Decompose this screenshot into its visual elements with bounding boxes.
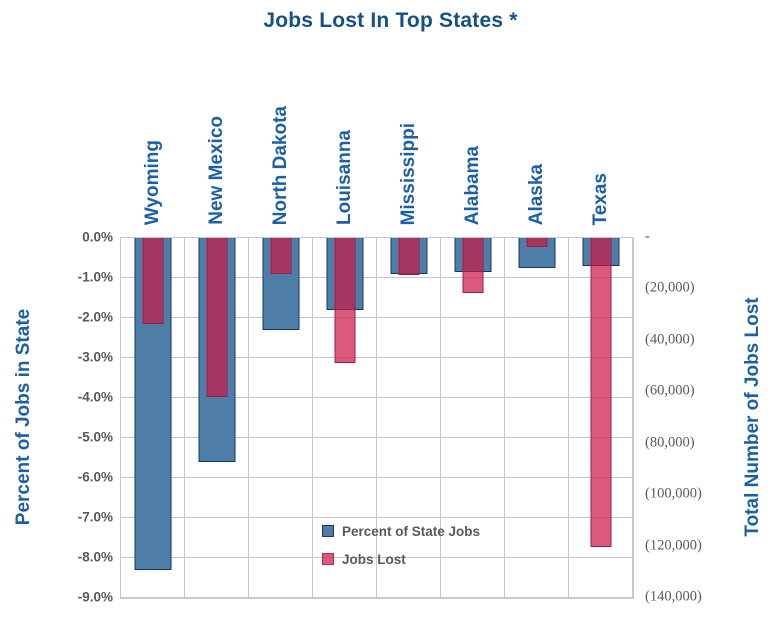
- left-tick-label: -6.0%: [77, 469, 113, 485]
- bar-group-mississippi: [377, 238, 441, 598]
- bar-group-wyoming: [121, 238, 185, 598]
- legend: Percent of State Jobs Jobs Lost: [322, 517, 480, 573]
- category-label-text: Louisanna: [333, 129, 355, 225]
- legend-item-jobs: Jobs Lost: [322, 545, 480, 573]
- left-tick-label: -8.0%: [77, 549, 113, 565]
- bar-group-louisanna: [313, 238, 377, 598]
- category-label-text: Texas: [589, 172, 611, 225]
- bar-jobs-lost: [398, 238, 420, 275]
- bar-group-new-mexico: [185, 238, 249, 598]
- left-tick-label: -9.0%: [77, 589, 113, 605]
- bar-group-north-dakota: [249, 238, 313, 598]
- right-axis-title: Total Number of Jobs Lost: [742, 297, 763, 537]
- left-tick-label: -4.0%: [77, 389, 113, 405]
- category-label-text: Mississippi: [397, 122, 419, 225]
- bar-jobs-lost: [334, 238, 356, 363]
- category-label-north-dakota: North Dakota: [248, 106, 312, 225]
- bar-jobs-lost: [206, 238, 228, 397]
- category-label-wyoming: Wyoming: [120, 140, 184, 225]
- category-label-alaska: Alaska: [504, 164, 568, 225]
- right-tick-label: (100,000): [645, 485, 702, 502]
- right-tick-label: (20,000): [645, 279, 695, 296]
- category-label-text: Alaska: [525, 163, 547, 225]
- category-label-text: North Dakota: [269, 105, 291, 225]
- category-label-new-mexico: New Mexico: [184, 116, 248, 225]
- left-tick-label: -2.0%: [77, 309, 113, 325]
- right-tick-label: (60,000): [645, 382, 695, 399]
- plot-area: [120, 237, 634, 599]
- left-axis-title: Percent of Jobs in State: [13, 308, 34, 526]
- bar-jobs-lost: [590, 238, 612, 547]
- bar-jobs-lost: [526, 238, 548, 247]
- category-label-mississippi: Mississippi: [376, 123, 440, 225]
- legend-label-percent: Percent of State Jobs: [342, 523, 481, 539]
- bar-jobs-lost: [142, 238, 164, 324]
- category-label-alabama: Alabama: [440, 146, 504, 225]
- legend-swatch-jobs-icon: [322, 553, 334, 565]
- left-tick-label: -7.0%: [77, 509, 113, 525]
- bar-group-alaska: [505, 238, 569, 598]
- chart-title: Jobs Lost In Top States *: [263, 9, 518, 32]
- right-tick-label: (120,000): [645, 537, 702, 554]
- bar-group-alabama: [441, 238, 505, 598]
- left-tick-label: 0.0%: [82, 229, 113, 245]
- right-tick-label: -: [645, 228, 650, 245]
- category-label-text: Wyoming: [141, 139, 163, 225]
- category-axis-labels: Wyoming New Mexico North Dakota Louisanna Mi…: [120, 55, 632, 225]
- left-tick-label: -3.0%: [77, 349, 113, 365]
- right-tick-label: (40,000): [645, 331, 695, 348]
- category-label-louisanna: Louisanna: [312, 130, 376, 225]
- right-tick-label: (80,000): [645, 434, 695, 451]
- legend-item-percent: Percent of State Jobs: [322, 517, 480, 545]
- category-label-texas: Texas: [568, 173, 632, 225]
- category-label-text: Alabama: [461, 145, 483, 225]
- left-tick-label: -5.0%: [77, 429, 113, 445]
- bar-group-texas: [569, 238, 633, 598]
- right-tick-label: (140,000): [645, 588, 702, 605]
- category-label-text: New Mexico: [205, 116, 227, 225]
- bar-jobs-lost: [462, 238, 484, 293]
- legend-label-jobs: Jobs Lost: [342, 551, 406, 567]
- bar-jobs-lost: [270, 238, 292, 274]
- left-tick-label: -1.0%: [77, 269, 113, 285]
- legend-swatch-percent-icon: [322, 525, 334, 537]
